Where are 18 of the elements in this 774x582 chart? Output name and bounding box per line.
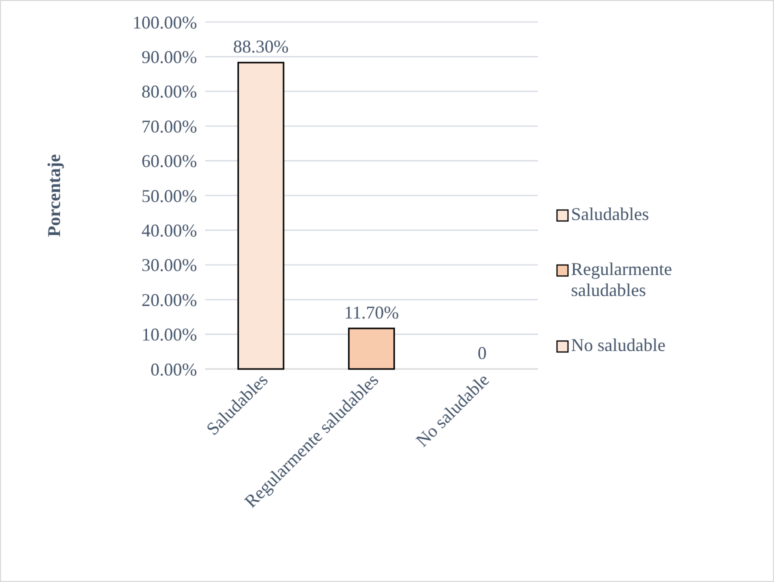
data-label: 11.70% <box>344 302 399 322</box>
y-tick-label: 50.00% <box>142 186 197 206</box>
y-tick-label: 70.00% <box>142 116 197 136</box>
y-tick-label: 100.00% <box>132 12 197 32</box>
data-label: 0 <box>478 343 487 363</box>
y-tick-label: 40.00% <box>142 220 197 240</box>
legend-label: Saludables <box>571 204 649 224</box>
y-tick-label: 30.00% <box>142 255 197 276</box>
y-tick-label: 20.00% <box>142 290 197 310</box>
legend-label: No saludable <box>571 335 666 355</box>
y-axis-title: Porcentaje <box>44 154 64 237</box>
y-tick-label: 60.00% <box>142 151 197 172</box>
data-label: 88.30% <box>233 36 289 57</box>
y-tick-label: 10.00% <box>142 324 197 345</box>
y-tick-label: 90.00% <box>142 47 197 67</box>
legend-label: Regularmente saludables <box>571 259 672 300</box>
y-tick-label: 0.00% <box>150 359 197 380</box>
y-tick-label: 80.00% <box>142 82 197 102</box>
